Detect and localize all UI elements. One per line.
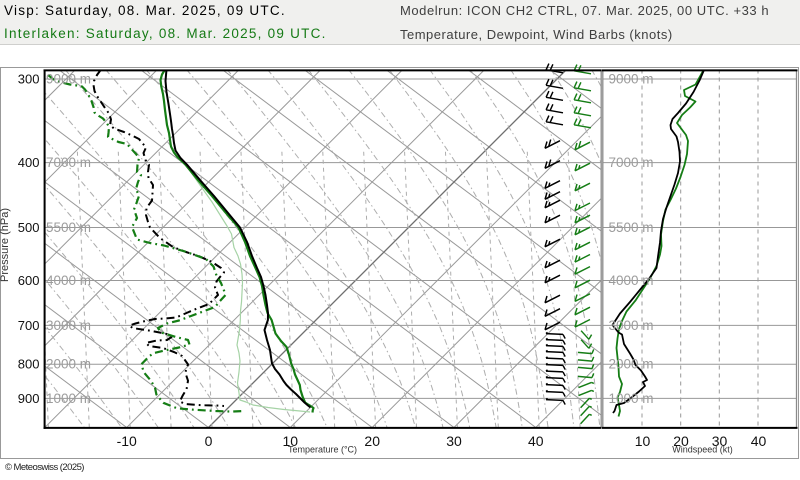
svg-text:30: 30 bbox=[446, 433, 462, 449]
svg-text:20: 20 bbox=[673, 433, 689, 449]
svg-text:800: 800 bbox=[18, 357, 40, 372]
svg-text:10: 10 bbox=[635, 433, 651, 449]
svg-text:7000 m: 7000 m bbox=[46, 155, 91, 170]
svg-text:3000 m: 3000 m bbox=[46, 318, 91, 333]
svg-text:2000 m: 2000 m bbox=[609, 357, 654, 372]
svg-text:300: 300 bbox=[18, 72, 40, 87]
svg-text:40: 40 bbox=[751, 433, 767, 449]
svg-text:1000 m: 1000 m bbox=[609, 391, 654, 406]
svg-text:4000 m: 4000 m bbox=[609, 273, 654, 288]
svg-text:Pressure (hPa): Pressure (hPa) bbox=[0, 208, 11, 282]
svg-text:20: 20 bbox=[364, 433, 380, 449]
svg-text:900: 900 bbox=[18, 391, 40, 406]
svg-text:30: 30 bbox=[712, 433, 728, 449]
svg-text:Windspeed (kt): Windspeed (kt) bbox=[672, 445, 733, 455]
svg-text:3000 m: 3000 m bbox=[609, 318, 654, 333]
svg-text:9000 m: 9000 m bbox=[609, 72, 654, 87]
svg-text:5500 m: 5500 m bbox=[609, 220, 654, 235]
svg-text:4000 m: 4000 m bbox=[46, 273, 91, 288]
svg-text:40: 40 bbox=[528, 433, 544, 449]
svg-text:-10: -10 bbox=[117, 433, 137, 449]
svg-text:7000 m: 7000 m bbox=[609, 155, 654, 170]
svg-text:0: 0 bbox=[205, 433, 213, 449]
svg-text:500: 500 bbox=[18, 220, 40, 235]
svg-text:5500 m: 5500 m bbox=[46, 220, 91, 235]
svg-text:10: 10 bbox=[283, 433, 299, 449]
svg-text:Temperature (°C): Temperature (°C) bbox=[288, 445, 357, 455]
svg-text:2000 m: 2000 m bbox=[46, 357, 91, 372]
svg-text:9000 m: 9000 m bbox=[46, 72, 91, 87]
svg-text:400: 400 bbox=[18, 155, 40, 170]
svg-text:1000 m: 1000 m bbox=[46, 391, 91, 406]
svg-text:700: 700 bbox=[18, 318, 40, 333]
svg-text:600: 600 bbox=[18, 273, 40, 288]
